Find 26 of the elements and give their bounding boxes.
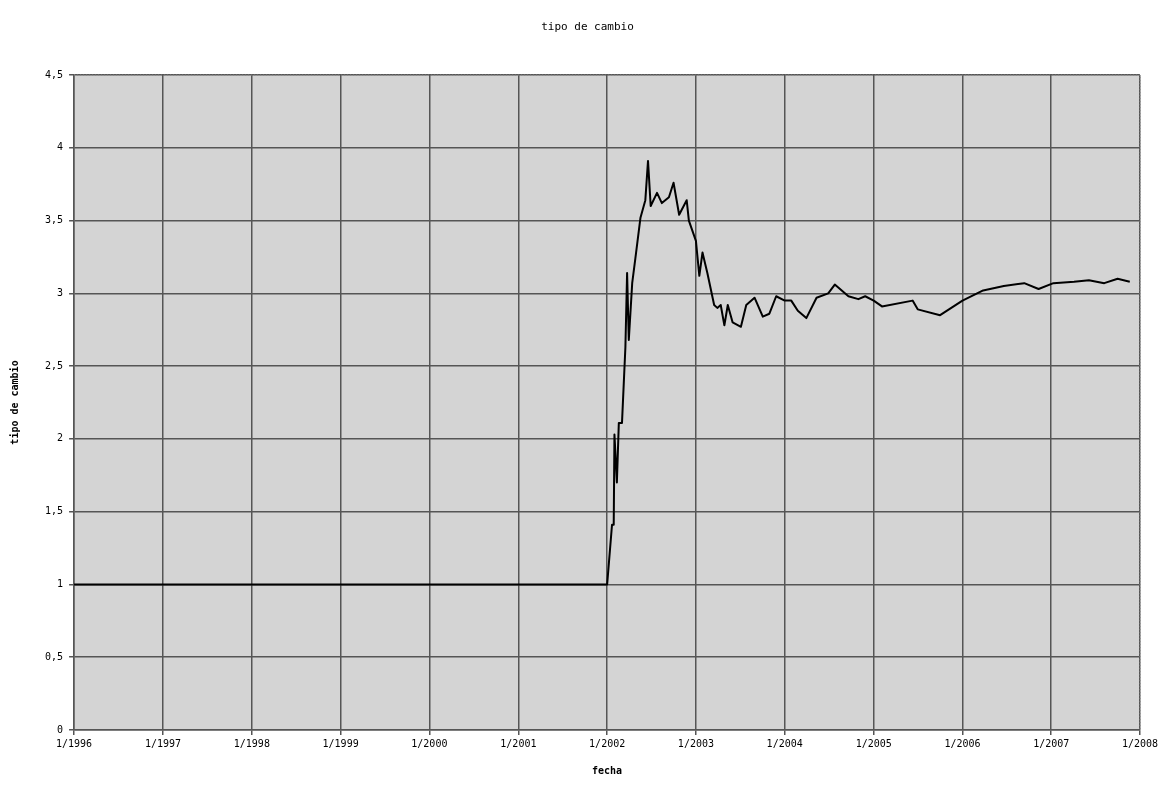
- x-axis-title: fecha: [591, 764, 623, 776]
- x-tick-label: 1/2001: [500, 737, 537, 749]
- x-tick-label: 1/2000: [411, 737, 448, 749]
- x-tick-label: 1/2008: [1121, 737, 1159, 749]
- x-tick-label: 1/2005: [855, 737, 892, 749]
- x-tick-label: 1/1996: [56, 737, 93, 749]
- x-tick-label: 1/2004: [766, 737, 803, 749]
- y-tick-label: 4,5: [45, 68, 64, 80]
- x-tick-label: 1/1999: [322, 737, 359, 749]
- x-tick-label: 1/2002: [589, 737, 626, 749]
- x-tick-label: 1/2007: [1033, 737, 1070, 749]
- x-tick-label: 1/1997: [145, 737, 182, 749]
- y-tick-label: 0: [57, 723, 64, 735]
- y-tick-label: 2: [57, 432, 64, 444]
- y-tick-label: 0,5: [45, 650, 64, 662]
- y-tick-label: 3: [57, 286, 64, 298]
- x-tick-label: 1/1998: [233, 737, 270, 749]
- chart-title: tipo de cambio: [540, 20, 635, 33]
- y-tick-label: 1,5: [45, 505, 64, 517]
- x-tick-label: 1/2003: [677, 737, 714, 749]
- x-tick-label: 1/2006: [944, 737, 981, 749]
- y-tick-label: 2,5: [45, 359, 64, 371]
- y-tick-label: 4: [57, 141, 64, 153]
- y-axis-title: tipo de cambio: [8, 360, 20, 445]
- y-tick-label: 1: [57, 578, 64, 590]
- y-tick-label: 3,5: [45, 214, 64, 226]
